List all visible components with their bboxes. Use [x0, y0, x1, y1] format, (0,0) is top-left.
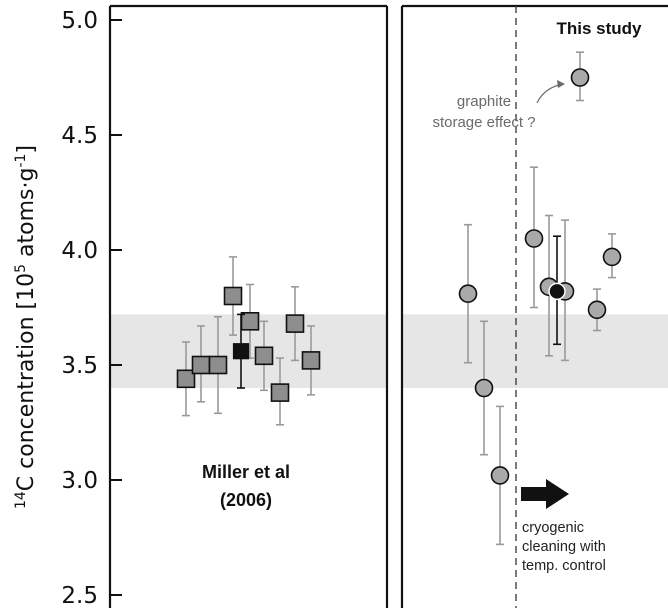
cryogenic-note-line2: cleaning with	[522, 539, 606, 555]
axes-layer	[108, 4, 668, 608]
y-axis-label-main: C concentration [10	[14, 273, 39, 491]
miller-square-0	[176, 369, 196, 389]
study-circle-6	[570, 68, 590, 87]
y-axis-label-mid: atoms·g	[14, 168, 39, 264]
study-circle-1	[474, 378, 494, 398]
graphite-note-line1: graphite	[457, 93, 511, 110]
y-axis-label-sup2: 5	[13, 264, 29, 273]
study-circle-2	[490, 466, 510, 485]
y-tick-label-0: 2.5	[61, 583, 98, 608]
cryogenic-note-line1: cryogenic	[522, 520, 584, 536]
y-tick-label-3: 4.0	[61, 238, 98, 264]
miller-label-line1: Miller et al	[202, 462, 290, 482]
y-tick-label-5: 5.0	[61, 8, 98, 34]
cryogenic-note-line3: temp. control	[522, 558, 606, 574]
study-circle-3	[524, 229, 544, 248]
y-axis-label: 14C concentration [105 atoms·g-1]	[13, 145, 39, 509]
y-tick-label-4: 4.5	[61, 123, 98, 149]
y-axis-label-end: ]	[14, 145, 39, 154]
this-study-title: This study	[556, 19, 642, 38]
study-black-circle-0	[548, 282, 566, 301]
data-marks-layer	[176, 51, 622, 546]
graphite-note-line2: storage effect ?	[432, 114, 535, 131]
study-circle-0	[458, 284, 478, 304]
y-axis-label-sup1: 14	[13, 491, 29, 509]
study-circle-8	[602, 247, 622, 267]
miller-square-3	[223, 286, 243, 306]
miller-square-6	[270, 383, 290, 402]
graphite-note-arrowhead	[557, 80, 565, 88]
y-tick-label-2: 3.5	[61, 353, 98, 379]
miller-square-1	[191, 355, 211, 375]
miller-square-5	[254, 346, 274, 366]
right-arrow-icon	[521, 479, 569, 509]
miller-square-7	[285, 314, 305, 333]
miller-square-2	[208, 355, 228, 375]
miller-black-square-0	[232, 343, 250, 360]
y-tick-label-1: 3.0	[61, 468, 98, 494]
reference-band-right	[402, 314, 668, 388]
y-tick-layer: 2.5 3.0 3.5 4.0 4.5 5.0	[61, 8, 122, 608]
miller-square-4	[240, 311, 260, 331]
miller-square-8	[301, 351, 321, 370]
miller-label-line2: (2006)	[220, 490, 272, 510]
y-axis-label-sup3: -1	[13, 154, 29, 168]
study-circle-7	[587, 300, 607, 320]
